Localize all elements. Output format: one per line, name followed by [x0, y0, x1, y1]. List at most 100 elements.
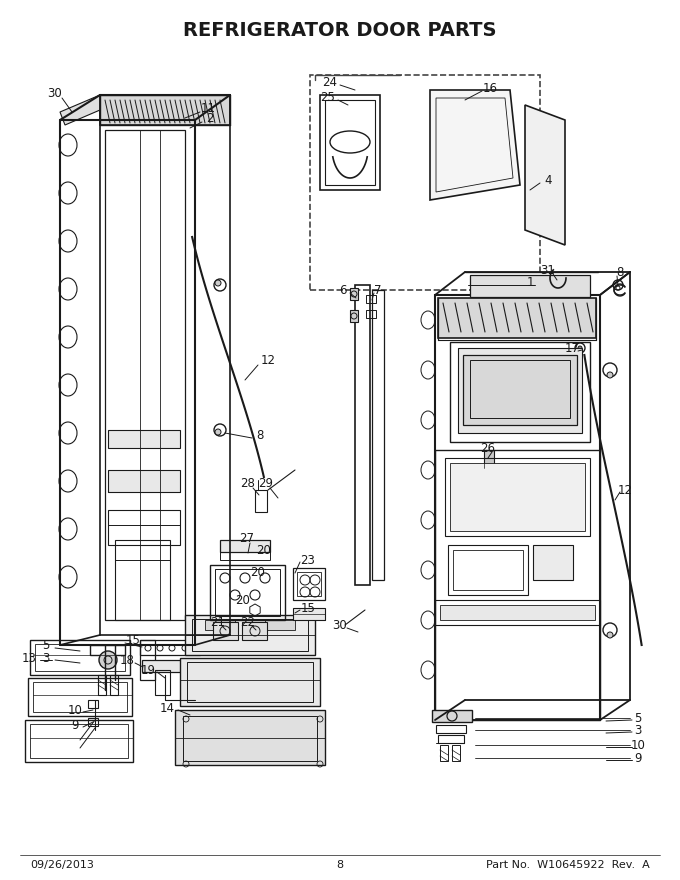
Text: 1: 1: [526, 275, 534, 289]
Text: 30: 30: [48, 86, 63, 99]
Bar: [205, 620, 235, 630]
Bar: [293, 568, 325, 600]
Bar: [110, 675, 118, 695]
Bar: [25, 720, 133, 762]
Circle shape: [607, 632, 613, 638]
Bar: [435, 450, 600, 720]
Text: 4: 4: [544, 173, 551, 187]
Text: 15: 15: [301, 602, 316, 614]
Text: 16: 16: [483, 82, 498, 94]
Bar: [293, 608, 325, 620]
Circle shape: [99, 651, 117, 669]
Bar: [98, 675, 106, 695]
Text: 20: 20: [235, 593, 250, 606]
Text: REFRIGERATOR DOOR PARTS: REFRIGERATOR DOOR PARTS: [183, 20, 497, 40]
Text: 23: 23: [301, 554, 316, 567]
Bar: [255, 490, 267, 512]
Text: 29: 29: [258, 476, 273, 489]
Bar: [435, 295, 600, 720]
Bar: [366, 295, 376, 303]
Polygon shape: [60, 95, 100, 125]
Bar: [297, 572, 321, 596]
Polygon shape: [525, 105, 565, 245]
Bar: [175, 710, 325, 765]
Text: 15: 15: [126, 634, 141, 647]
Text: Part No.  W10645922  Rev.  A: Part No. W10645922 Rev. A: [486, 860, 650, 870]
Bar: [88, 718, 98, 726]
Bar: [470, 275, 590, 297]
Text: 18: 18: [120, 654, 135, 666]
Text: 24: 24: [322, 76, 337, 89]
Text: 12: 12: [617, 483, 632, 496]
Bar: [350, 310, 358, 322]
Bar: [115, 540, 170, 620]
Text: 14: 14: [160, 701, 175, 715]
Text: 9: 9: [71, 718, 79, 731]
Bar: [463, 355, 577, 425]
Bar: [35, 644, 125, 671]
Bar: [450, 463, 585, 531]
Text: 10: 10: [67, 703, 82, 716]
Circle shape: [215, 280, 221, 286]
Bar: [213, 622, 238, 640]
Bar: [28, 678, 132, 716]
Text: 11: 11: [201, 101, 216, 114]
Bar: [432, 710, 472, 722]
Bar: [108, 470, 180, 492]
Bar: [88, 700, 98, 708]
Bar: [142, 660, 192, 672]
Bar: [108, 430, 180, 448]
Text: 09/26/2013: 09/26/2013: [30, 860, 94, 870]
Polygon shape: [430, 90, 520, 200]
Bar: [436, 725, 466, 733]
Text: 3: 3: [634, 723, 642, 737]
Circle shape: [578, 346, 582, 350]
Bar: [484, 450, 494, 468]
Text: 7: 7: [374, 283, 381, 297]
Bar: [185, 615, 315, 655]
Bar: [448, 545, 528, 595]
Text: 30: 30: [333, 619, 347, 632]
Text: 25: 25: [320, 91, 335, 104]
Bar: [458, 348, 582, 433]
Bar: [450, 342, 590, 442]
Bar: [30, 724, 128, 758]
Bar: [30, 640, 130, 675]
Bar: [183, 716, 317, 761]
Bar: [105, 130, 185, 620]
Bar: [366, 310, 376, 318]
Text: 6: 6: [339, 283, 347, 297]
Text: 20: 20: [256, 544, 271, 556]
Text: 26: 26: [481, 442, 496, 454]
Bar: [180, 658, 320, 706]
Text: 22: 22: [241, 615, 256, 628]
Bar: [108, 510, 180, 545]
Text: 20: 20: [250, 566, 265, 578]
Bar: [445, 458, 590, 536]
Bar: [438, 735, 464, 743]
Bar: [438, 298, 596, 338]
Text: 28: 28: [241, 476, 256, 489]
Text: 31: 31: [541, 263, 556, 276]
Bar: [310, 75, 540, 290]
Bar: [265, 620, 295, 630]
Bar: [220, 540, 270, 552]
Bar: [435, 600, 600, 625]
Text: 21: 21: [211, 615, 226, 628]
Bar: [187, 662, 313, 702]
Bar: [320, 95, 380, 190]
Text: 9: 9: [634, 752, 642, 765]
Bar: [372, 290, 384, 580]
Circle shape: [215, 429, 221, 435]
Text: 17: 17: [564, 341, 579, 355]
Bar: [242, 622, 267, 640]
Bar: [100, 95, 230, 125]
Bar: [350, 288, 358, 300]
Bar: [452, 745, 460, 761]
Bar: [155, 670, 170, 695]
Bar: [215, 569, 280, 616]
Text: 8: 8: [256, 429, 264, 442]
Bar: [440, 745, 448, 761]
Text: 27: 27: [239, 532, 254, 545]
Bar: [140, 640, 155, 680]
